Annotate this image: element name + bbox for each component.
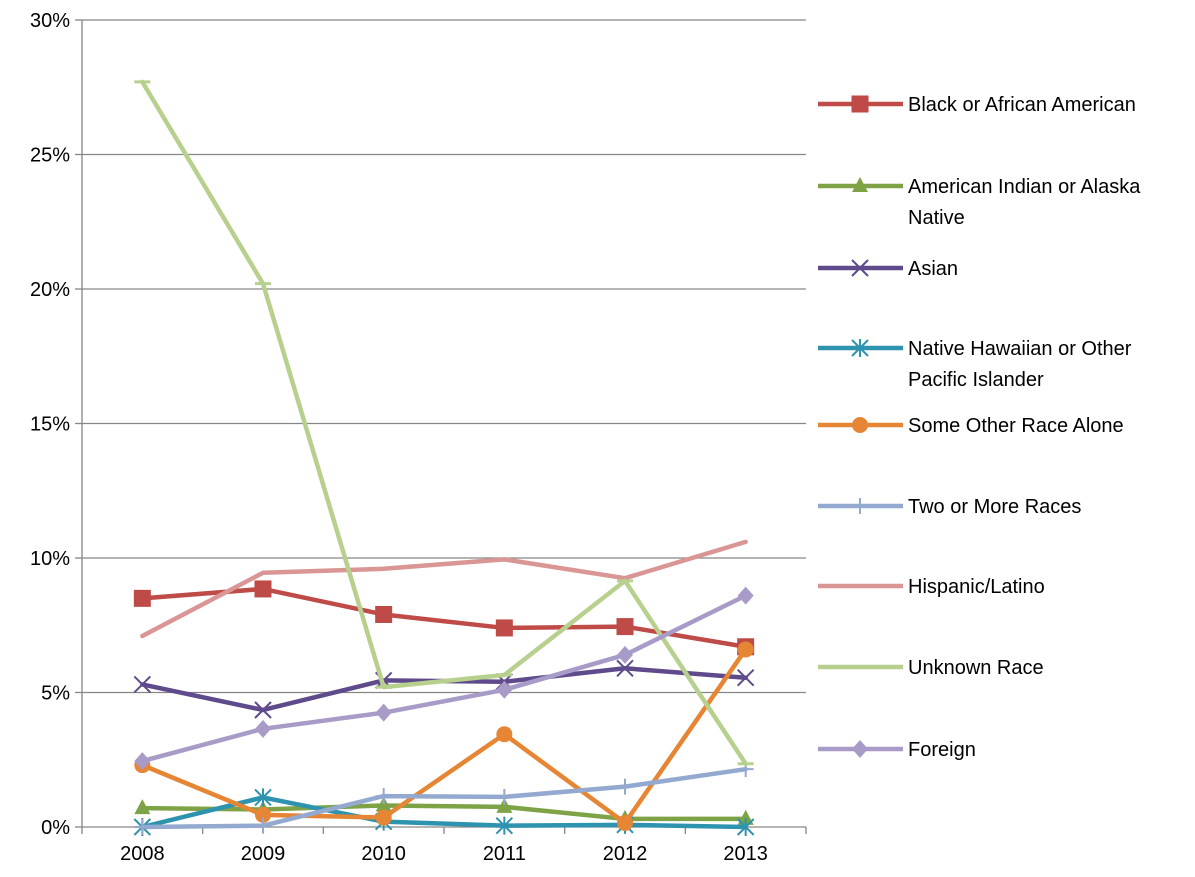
legend-marker [851, 339, 869, 357]
series-line [140, 803, 748, 822]
legend-marker [852, 498, 868, 514]
data-point [375, 809, 392, 826]
data-point [617, 778, 633, 795]
legend-label: Unknown Race [908, 657, 1044, 679]
y-tick-label: 30% [30, 10, 70, 32]
series-2 [133, 659, 755, 719]
marker-stroke [851, 259, 869, 277]
legend-item-8: Foreign [818, 739, 976, 761]
data-point [737, 809, 754, 825]
legend-label: Black or African American [908, 94, 1136, 116]
data-point [254, 788, 272, 807]
data-point [496, 788, 513, 805]
series-5 [134, 761, 754, 835]
series-6 [140, 539, 748, 639]
x-tick-label: 2013 [723, 843, 768, 865]
data-point [255, 719, 271, 738]
legend-marker [852, 177, 868, 192]
axes: 0% 5% 10% 15% 20% 25% 30% 2008 2009 2010 2011 2012 2… [30, 10, 807, 865]
data-point [254, 580, 272, 598]
x-tick-label: 2011 [483, 843, 526, 865]
x-tick-label: 2010 [361, 843, 406, 865]
x-tick-label: 2009 [241, 843, 286, 865]
data-point [134, 752, 151, 771]
series [133, 79, 755, 836]
series-7 [134, 79, 754, 767]
series-line [140, 539, 748, 639]
legend-item-1: American Indian or Alaska Native [818, 176, 1141, 229]
legend: Black or African American American Indian… [818, 94, 1141, 761]
data-point [375, 605, 393, 623]
y-tick-label: 25% [30, 145, 70, 167]
data-point [496, 797, 513, 813]
marker-stroke [736, 668, 755, 687]
series-line [140, 586, 748, 650]
data-point [616, 659, 634, 677]
data-point [134, 799, 151, 815]
legend-label: Two or More Races [908, 496, 1081, 518]
data-point [254, 701, 272, 719]
series-line [140, 593, 748, 764]
legend-item-5: Two or More Races [818, 496, 1081, 518]
legend-marker [852, 740, 868, 758]
gridlines [82, 19, 806, 694]
data-point [495, 619, 513, 637]
legend-label: Native Hawaiian or Other Pacific Islander [908, 338, 1132, 391]
marker-stroke [133, 675, 152, 694]
data-point [616, 618, 634, 636]
legend-label: American Indian or Alaska Native [908, 176, 1141, 229]
marker-stroke [254, 701, 272, 719]
data-point [736, 818, 755, 836]
legend-item-4: Some Other Race Alone [818, 415, 1124, 437]
legend-item-2: Asian [818, 258, 958, 280]
data-point [617, 645, 633, 664]
data-point [255, 806, 271, 823]
x-tick-label: 2008 [120, 843, 165, 865]
data-point [736, 668, 755, 687]
data-point [737, 586, 754, 605]
series-line [140, 795, 748, 830]
legend-item-3: Native Hawaiian or Other Pacific Islander [818, 338, 1132, 391]
data-point [133, 589, 151, 607]
legend-label: Foreign [908, 739, 976, 761]
legend-marker [852, 417, 868, 433]
data-point [496, 726, 513, 743]
series-line [140, 766, 748, 830]
marker-stroke [616, 659, 634, 677]
data-point [495, 816, 514, 835]
legend-marker [851, 95, 869, 113]
y-tick-label: 15% [30, 414, 70, 436]
legend-item-0: Black or African American [818, 94, 1136, 116]
data-point [134, 819, 151, 835]
data-point [617, 814, 633, 831]
legend-marker [851, 259, 869, 277]
data-point [375, 703, 392, 722]
series-8 [134, 586, 754, 771]
y-tick-label: 10% [30, 548, 70, 570]
legend-label: Hispanic/Latino [908, 576, 1045, 598]
series-line [140, 647, 748, 826]
x-tick-label: 2012 [603, 843, 648, 865]
data-point [496, 680, 513, 699]
data-point [133, 675, 152, 694]
y-tick-label: 20% [30, 279, 70, 301]
data-point [737, 641, 754, 658]
series-4 [134, 641, 754, 831]
y-tick-label: 5% [41, 683, 70, 705]
legend-item-6: Hispanic/Latino [818, 576, 1045, 598]
series-line [140, 666, 748, 713]
series-line [140, 79, 748, 767]
data-point [375, 788, 392, 805]
data-point [255, 817, 271, 834]
legend-item-7: Unknown Race [818, 657, 1044, 679]
legend-label: Some Other Race Alone [908, 415, 1124, 437]
legend-label: Asian [908, 258, 958, 280]
y-tick-label: 0% [41, 817, 70, 839]
